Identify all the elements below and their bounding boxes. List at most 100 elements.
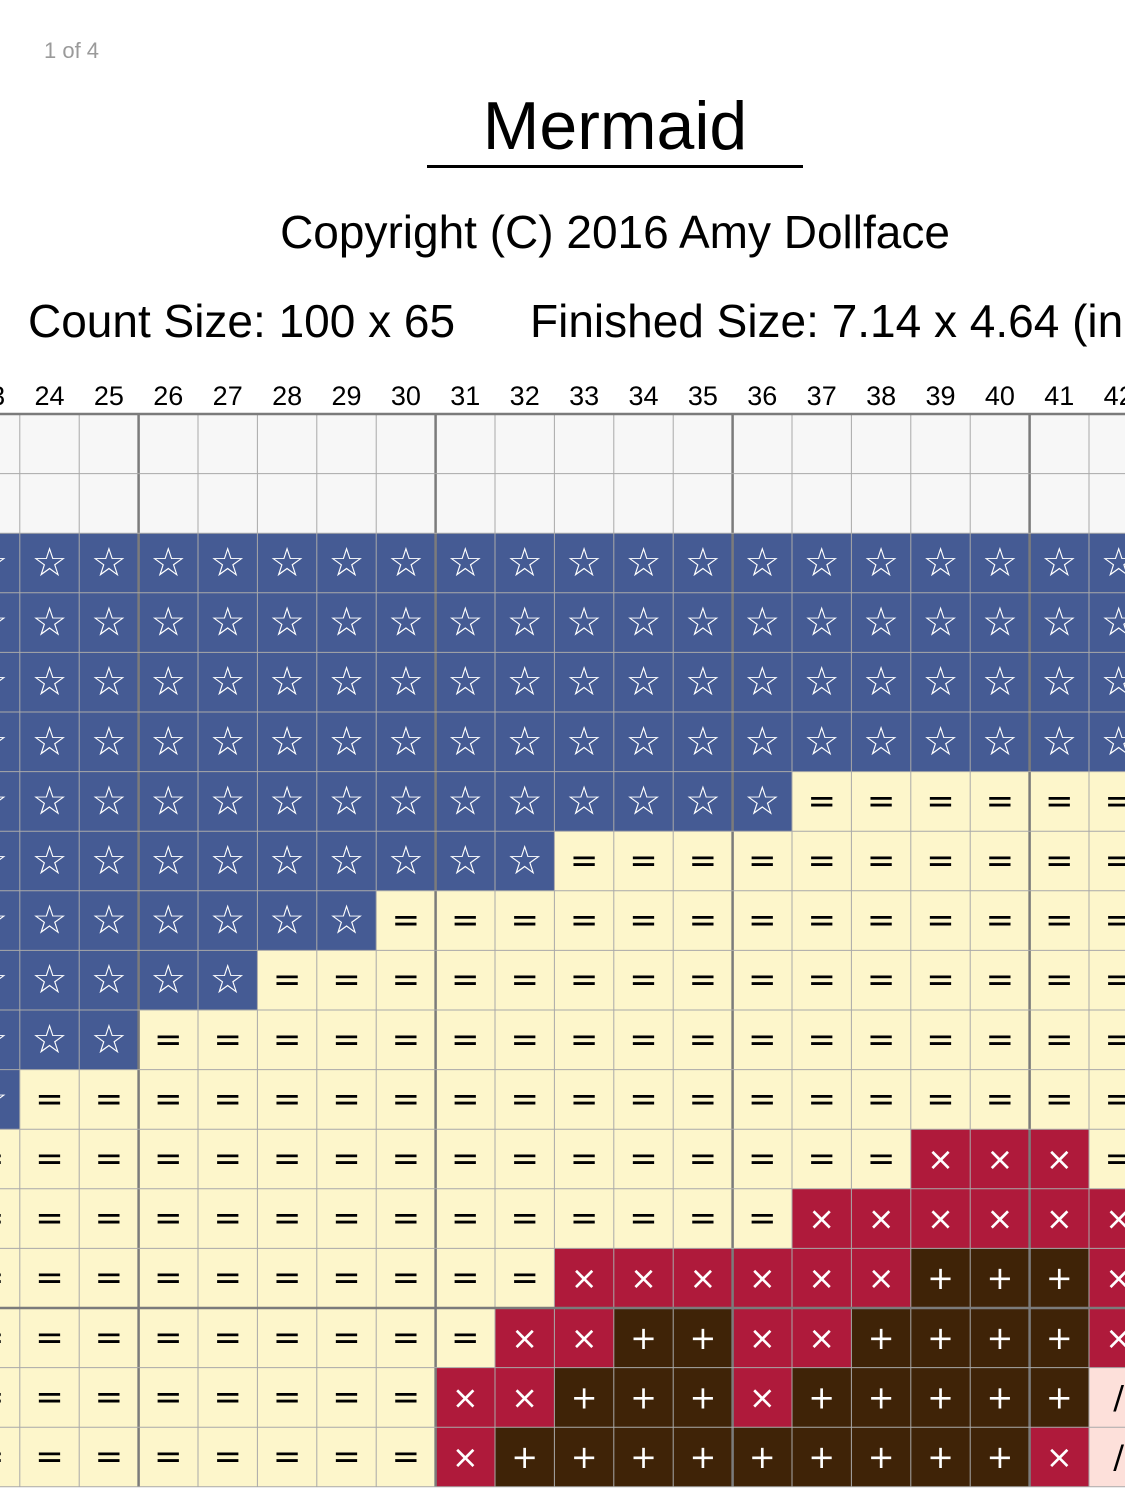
stitch-cell [435, 1367, 495, 1428]
stitch-symbol: = [95, 1139, 124, 1179]
stitch-symbol: ☆ [0, 778, 8, 824]
stitch-symbol: = [392, 1318, 421, 1358]
stitch-symbol: ☆ [269, 540, 305, 586]
stitch-cell [792, 712, 852, 772]
stitch-cell [316, 890, 377, 951]
stitch-symbol: = [392, 1377, 421, 1417]
stitch-symbol: ☆ [32, 1017, 68, 1063]
stitch-cell [19, 831, 80, 891]
stitch-cell [0, 950, 20, 1010]
stitch-cell [435, 1248, 495, 1308]
stitch-symbol: ☆ [685, 659, 721, 705]
stitch-cell [1089, 1188, 1125, 1249]
stitch-symbol: = [392, 1139, 421, 1179]
stitch-cell [732, 473, 792, 534]
stitch-cell [495, 771, 555, 832]
stitch-symbol: + [927, 1438, 954, 1476]
stitch-symbol: ☆ [388, 838, 424, 884]
stitch-symbol: = [95, 1258, 124, 1298]
stitch-symbol: ☆ [210, 540, 246, 586]
stitch-cell [257, 414, 317, 474]
stitch-symbol: + [571, 1438, 598, 1476]
stitch-symbol: ☆ [32, 898, 68, 944]
stitch-cell [435, 1188, 495, 1249]
stitch-symbol: ☆ [269, 898, 305, 944]
stitch-cell [495, 1188, 555, 1249]
stitch-symbol: × [1105, 1200, 1125, 1238]
stitch-cell [910, 1248, 971, 1308]
stitch-symbol: ☆ [0, 957, 8, 1003]
stitch-cell [851, 1129, 911, 1189]
stitch-symbol: + [927, 1378, 954, 1416]
stitch-symbol: = [748, 841, 777, 881]
stitch-symbol: = [629, 841, 658, 881]
stitch-cell [910, 652, 971, 712]
stitch-symbol: = [926, 781, 955, 821]
stitch-cell [673, 831, 733, 891]
stitch-symbol: ☆ [91, 659, 127, 705]
stitch-symbol: = [451, 1020, 480, 1060]
stitch-cell [910, 414, 971, 474]
stitch-cell [1089, 1069, 1125, 1130]
stitch-cell [851, 1188, 911, 1249]
stitch-symbol: ☆ [91, 540, 127, 586]
stitch-cell [970, 950, 1030, 1010]
stitch-cell [198, 533, 258, 593]
column-number: 35 [687, 381, 718, 411]
stitch-cell [554, 1308, 614, 1368]
stitch-symbol: = [807, 901, 836, 941]
stitch-symbol: + [868, 1319, 895, 1357]
stitch-cell [316, 592, 377, 653]
stitch-symbol: = [451, 1139, 480, 1179]
stitch-cell [198, 1069, 258, 1130]
stitch-cell [257, 533, 317, 593]
stitch-cell [1029, 1308, 1089, 1368]
column-number: 32 [509, 381, 540, 411]
stitch-cell [554, 1367, 614, 1428]
stitch-symbol: × [1046, 1140, 1073, 1178]
column-number: 27 [212, 381, 243, 411]
stitch-symbol: ☆ [447, 659, 483, 705]
stitch-symbol: = [1045, 901, 1074, 941]
stitch-symbol: = [926, 1020, 955, 1060]
stitch-cell [376, 592, 436, 653]
stitch-symbol: ☆ [388, 778, 424, 824]
stitch-symbol: = [35, 1437, 64, 1477]
stitch-symbol: + [511, 1438, 538, 1476]
stitch-symbol: = [748, 1139, 777, 1179]
stitch-cell [138, 652, 198, 712]
stitch-symbol: ☆ [0, 1076, 8, 1122]
stitch-symbol: ☆ [150, 659, 186, 705]
stitch-symbol: = [748, 960, 777, 1000]
stitch-cell [732, 652, 792, 712]
stitch-cell [435, 1308, 495, 1368]
stitch-symbol: ☆ [1101, 600, 1125, 646]
stitch-symbol: = [154, 1139, 183, 1179]
stitch-cell [673, 652, 733, 712]
stitch-cell [138, 1308, 198, 1368]
stitch-symbol: ☆ [329, 838, 365, 884]
stitch-symbol: ☆ [329, 898, 365, 944]
stitch-symbol: = [926, 1079, 955, 1119]
stitch-symbol: = [1104, 960, 1125, 1000]
stitch-symbol: = [213, 1437, 242, 1477]
finished-size: Finished Size: 7.14 x 4.64 (in [530, 295, 1124, 347]
stitch-cell [495, 1129, 555, 1189]
stitch-cell [79, 950, 139, 1010]
stitch-symbol: ☆ [210, 600, 246, 646]
stitch-cell [732, 1308, 792, 1368]
stitch-symbol: = [570, 1079, 599, 1119]
stitch-symbol: = [273, 1079, 302, 1119]
stitch-symbol: + [868, 1438, 895, 1476]
column-number: 34 [628, 381, 659, 411]
stitch-cell [138, 950, 198, 1010]
stitch-cell [316, 473, 377, 534]
stitch-symbol: = [1104, 781, 1125, 821]
column-number: 26 [153, 381, 184, 411]
stitch-symbol: × [749, 1259, 776, 1297]
stitch-symbol: = [1045, 1020, 1074, 1060]
stitch-symbol: = [332, 1377, 361, 1417]
stitch-symbol: = [0, 1318, 4, 1358]
stitch-symbol: + [986, 1378, 1013, 1416]
stitch-cell [554, 771, 614, 832]
